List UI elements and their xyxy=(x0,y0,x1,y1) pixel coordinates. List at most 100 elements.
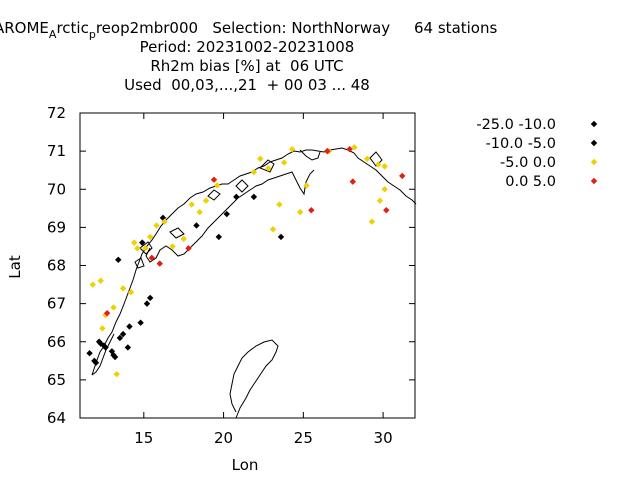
y-tick-label: 70 xyxy=(47,180,66,198)
legend-marker xyxy=(590,120,598,128)
title-used: Used 00,03,...,21 + 00 03 ... 48 xyxy=(124,76,370,94)
title-subscript-p: p xyxy=(89,28,96,41)
x-tick-label: 30 xyxy=(374,429,393,447)
data-point xyxy=(91,357,98,365)
coastline-map xyxy=(91,147,417,419)
chart-title: AROMEArcticpreop2mbr000 Selection: North… xyxy=(0,19,497,94)
data-point xyxy=(156,260,163,267)
data-point xyxy=(383,207,390,214)
data-point xyxy=(139,239,146,246)
data-point xyxy=(97,277,104,284)
data-point xyxy=(146,233,154,241)
data-point xyxy=(153,222,160,229)
title-mid: rctic xyxy=(56,19,88,37)
data-point xyxy=(169,243,176,250)
data-point xyxy=(137,319,144,326)
data-point xyxy=(351,144,358,151)
data-point xyxy=(346,146,353,153)
data-point xyxy=(269,226,277,233)
data-point xyxy=(303,182,310,189)
data-point xyxy=(126,323,133,330)
y-tick-label: 64 xyxy=(47,409,66,427)
data-point xyxy=(210,176,218,183)
title-variable: Rh2m bias [%] at 06 UTC xyxy=(150,57,343,75)
data-point xyxy=(375,161,382,168)
data-point xyxy=(148,254,155,262)
data-point xyxy=(265,165,272,172)
data-point xyxy=(185,245,192,252)
data-point xyxy=(102,344,109,351)
data-point xyxy=(349,178,356,185)
data-point xyxy=(280,159,288,166)
data-point xyxy=(368,218,376,225)
data-points xyxy=(86,144,406,378)
data-point xyxy=(276,201,283,208)
title-period: Period: 20231002-20231008 xyxy=(140,38,355,56)
data-point xyxy=(180,235,187,243)
data-point xyxy=(131,239,138,246)
y-tick-label: 66 xyxy=(47,333,66,351)
y-axis-ticks: 64 65 66 67 68 69 70 71 72 xyxy=(47,104,415,427)
data-point xyxy=(95,338,103,345)
y-tick-label: 65 xyxy=(47,371,66,389)
data-point xyxy=(233,193,240,201)
svg-text:AROMEArcticpreop2mbr000 Sele: AROMEArcticpreop2mbr000 Selection: North… xyxy=(0,19,497,41)
y-tick-label: 67 xyxy=(47,295,66,313)
data-point xyxy=(257,155,264,162)
data-point xyxy=(215,233,222,241)
data-point xyxy=(223,210,230,218)
data-point xyxy=(113,370,120,378)
x-axis-ticks: 15 20 25 30 xyxy=(134,113,393,447)
data-point xyxy=(89,281,96,288)
data-point xyxy=(250,193,258,201)
data-point xyxy=(143,300,151,307)
y-tick-label: 72 xyxy=(47,104,66,122)
data-point xyxy=(100,342,108,349)
data-point xyxy=(250,168,258,176)
x-tick-label: 25 xyxy=(294,429,313,447)
legend-label: -5.0 0.0 xyxy=(500,155,556,171)
title-rest: reop2mbr000 Selection: NorthNorway 64 st… xyxy=(96,19,498,37)
legend-marker xyxy=(590,177,598,185)
data-point xyxy=(363,155,371,162)
y-tick-label: 68 xyxy=(47,257,66,275)
data-point xyxy=(381,186,388,193)
legend-label: -10.0 -5.0 xyxy=(486,136,556,152)
data-point xyxy=(196,208,203,216)
data-point xyxy=(115,256,122,263)
y-axis-label: Lat xyxy=(6,255,24,279)
data-point xyxy=(86,349,93,357)
data-point xyxy=(324,147,331,155)
x-tick-label: 15 xyxy=(134,429,153,447)
data-point xyxy=(161,218,168,225)
data-point xyxy=(119,330,127,338)
legend: -25.0 -10.0 -10.0 -5.0 -5.0 0.0 0.0 5.0 xyxy=(476,117,598,190)
data-point xyxy=(188,201,195,208)
data-point xyxy=(127,288,135,296)
data-point xyxy=(399,172,406,180)
x-axis-label: Lon xyxy=(232,456,259,474)
data-point xyxy=(277,233,285,241)
data-point xyxy=(296,208,304,216)
data-point xyxy=(308,207,315,214)
y-tick-label: 69 xyxy=(47,218,66,236)
data-point xyxy=(99,325,106,332)
data-point xyxy=(110,351,117,359)
data-point xyxy=(116,334,124,342)
legend-marker xyxy=(590,158,598,166)
title-subscript-a: A xyxy=(49,28,57,41)
data-point xyxy=(103,309,111,317)
data-point xyxy=(288,146,296,153)
data-point xyxy=(124,344,132,351)
data-point xyxy=(193,222,200,229)
title-prefix: AROME xyxy=(0,19,49,37)
data-point xyxy=(202,197,210,204)
data-point xyxy=(213,182,221,189)
data-point xyxy=(119,285,127,292)
legend-label: -25.0 -10.0 xyxy=(476,117,556,133)
legend-label: 0.0 5.0 xyxy=(505,174,556,190)
y-tick-label: 71 xyxy=(47,142,66,160)
data-point xyxy=(376,197,384,204)
x-tick-label: 20 xyxy=(214,429,233,447)
data-point xyxy=(381,163,388,170)
